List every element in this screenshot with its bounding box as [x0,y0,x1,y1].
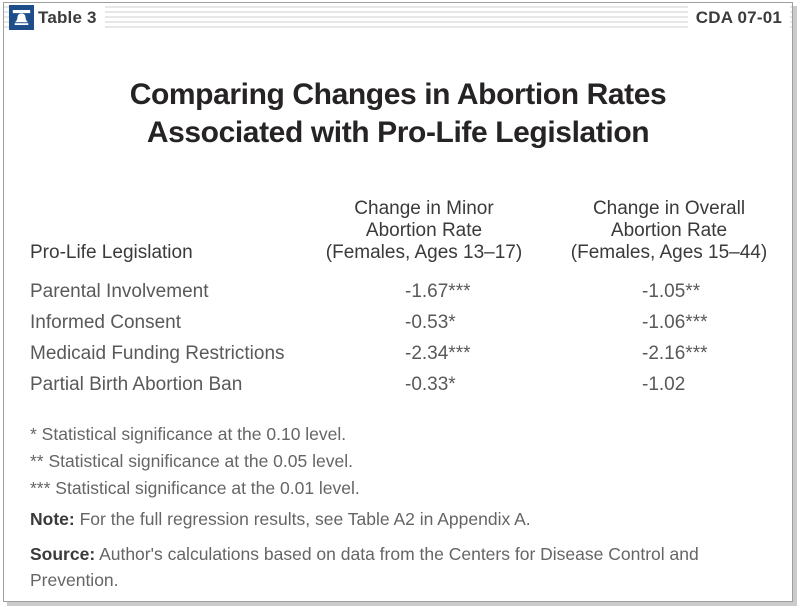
overall-header-line-3: (Females, Ages 15–44) [570,242,768,263]
row-label: Informed Consent [30,312,182,333]
liberty-bell-icon [9,5,34,30]
document-id-label: CDA 07-01 [687,3,790,32]
minor-header-line-1: Change in Minor [354,198,494,219]
minor-header-line-2: Abortion Rate [365,220,483,241]
column-header-overall-rate: Change in Overall Abortion Rate (Females… [554,198,784,264]
source-label: Source: [30,544,96,564]
title-line-1: Comparing Changes in Abortion Rates [129,78,667,111]
minor-rate-value: -2.34*** [405,343,471,364]
column-header-minor-rate: Change in Minor Abortion Rate (Females, … [309,198,539,264]
row-label: Partial Birth Abortion Ban [30,374,243,395]
table-number-label: Table 3 [30,3,105,32]
note-text: For the full regression results, see Tab… [79,509,531,529]
overall-rate-value: -1.05** [642,281,701,302]
footnote-005-level: ** Statistical significance at the 0.05 … [30,451,353,471]
overall-header-line-2: Abortion Rate [610,220,728,241]
minor-rate-value: -0.33* [405,374,456,395]
row-label: Medicaid Funding Restrictions [30,343,285,364]
overall-rate-value: -1.02 [642,374,686,395]
titlebar-stripes [4,6,792,29]
minor-rate-value: -1.67*** [405,281,471,302]
row-label: Parental Involvement [30,281,209,302]
footnote-010-level: * Statistical significance at the 0.10 l… [30,424,347,444]
source-text: Author's calculations based on data from… [30,544,699,590]
overall-rate-value: -1.06*** [642,312,708,333]
overall-rate-value: -2.16*** [642,343,708,364]
window-frame: Table 3 CDA 07-01 Comparing Changes in A… [3,2,793,602]
footnote-001-level: *** Statistical significance at the 0.01… [30,478,360,498]
minor-header-line-3: (Females, Ages 13–17) [325,242,523,263]
title-line-2: Associated with Pro-Life Legislation [146,116,650,149]
source-line: Source: Author's calculations based on d… [30,541,754,593]
note-line: Note: For the full regression results, s… [30,509,760,530]
titlebar: Table 3 CDA 07-01 [4,3,792,32]
column-header-legislation: Pro-Life Legislation [30,242,193,263]
note-label: Note: [30,509,75,529]
overall-header-line-1: Change in Overall [592,198,746,219]
minor-rate-value: -0.53* [405,312,456,333]
chart-title: Comparing Changes in Abortion Rates Asso… [4,76,792,152]
content-area: Comparing Changes in Abortion Rates Asso… [4,32,792,601]
